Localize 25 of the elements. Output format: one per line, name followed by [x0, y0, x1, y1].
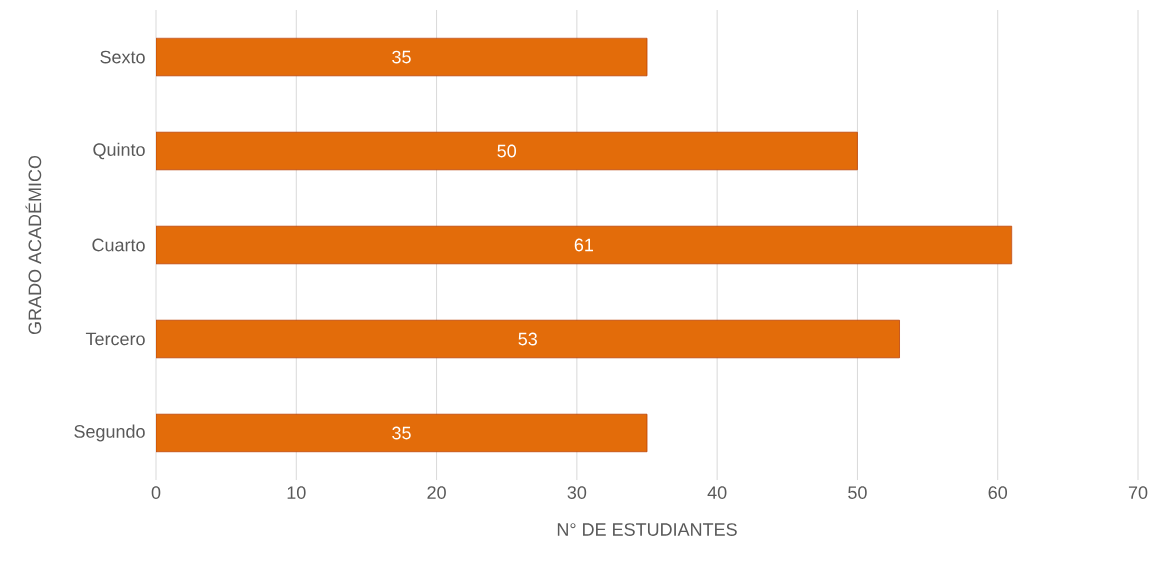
x-tick-label: 70: [1128, 486, 1148, 499]
data-label: 53: [518, 332, 537, 346]
x-tick-label: 40: [707, 486, 727, 499]
y-tick-label: Cuarto: [92, 238, 145, 252]
x-axis-title: N° DE ESTUDIANTES: [557, 523, 737, 536]
x-tick-label: 10: [287, 486, 306, 499]
bar: [156, 131, 858, 171]
y-tick-label: Tercero: [85, 332, 145, 346]
x-tick-label: 30: [567, 486, 587, 499]
y-axis-title: GRADO ACADÉMICO: [25, 155, 42, 335]
y-tick-label: Segundo: [74, 424, 145, 442]
bar: [156, 413, 648, 453]
x-tick-label: 50: [848, 486, 867, 499]
data-label: 61: [574, 238, 593, 252]
x-tick-label: 0: [151, 486, 161, 499]
bar: [156, 37, 648, 77]
data-label: 35: [392, 50, 411, 64]
y-tick-label: Quinto: [93, 142, 145, 160]
x-tick-label: 20: [427, 486, 446, 499]
data-label: 50: [497, 144, 517, 158]
bar: [156, 225, 1013, 265]
y-tick-label: Sexto: [100, 50, 145, 64]
x-tick-label: 60: [988, 486, 1008, 499]
bar: [156, 319, 900, 359]
data-label: 35: [392, 426, 411, 440]
